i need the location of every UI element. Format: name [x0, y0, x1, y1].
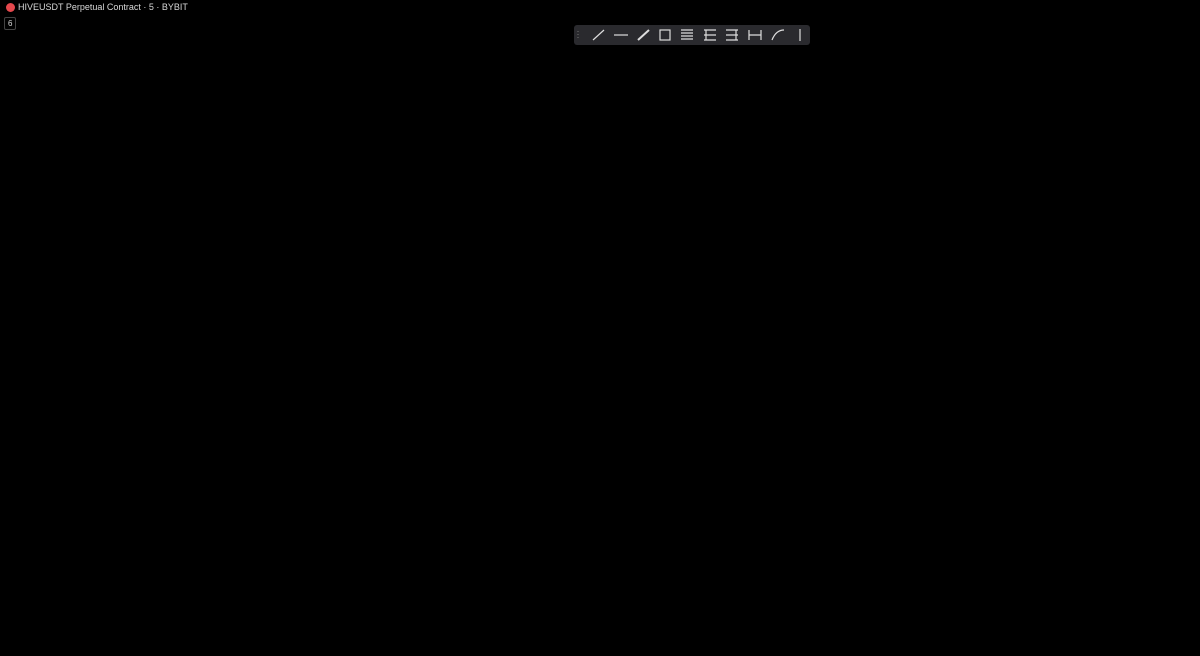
- indicator-count: 6: [8, 19, 13, 28]
- symbol-header[interactable]: HIVEUSDT Perpetual Contract · 5 · BYBIT: [6, 2, 188, 12]
- support-zone[interactable]: [69, 464, 1005, 474]
- trendline[interactable]: [569, 283, 769, 322]
- tool-range[interactable]: [748, 30, 762, 40]
- tool-channel[interactable]: [726, 29, 738, 41]
- indicator-toggle[interactable]: 6: [4, 17, 17, 30]
- volume-bars: [105, 520, 1061, 656]
- tradingview-logo[interactable]: [6, 638, 20, 649]
- price-decline: [556, 39, 1086, 569]
- drawing-toolbar: [574, 25, 810, 45]
- symbol-title: HIVEUSDT Perpetual Contract · 5 · BYBIT: [18, 2, 188, 12]
- price-rally: [0, 39, 558, 511]
- toolbar-icons: [577, 29, 801, 41]
- tool-rectangle[interactable]: [659, 29, 671, 41]
- tool-parallel[interactable]: [704, 29, 716, 41]
- symbol-icon: [6, 2, 15, 12]
- tool-brush[interactable]: [637, 29, 650, 41]
- tool-fib[interactable]: [681, 29, 693, 40]
- tool-curve[interactable]: [771, 29, 785, 41]
- tool-trendline[interactable]: [592, 29, 605, 41]
